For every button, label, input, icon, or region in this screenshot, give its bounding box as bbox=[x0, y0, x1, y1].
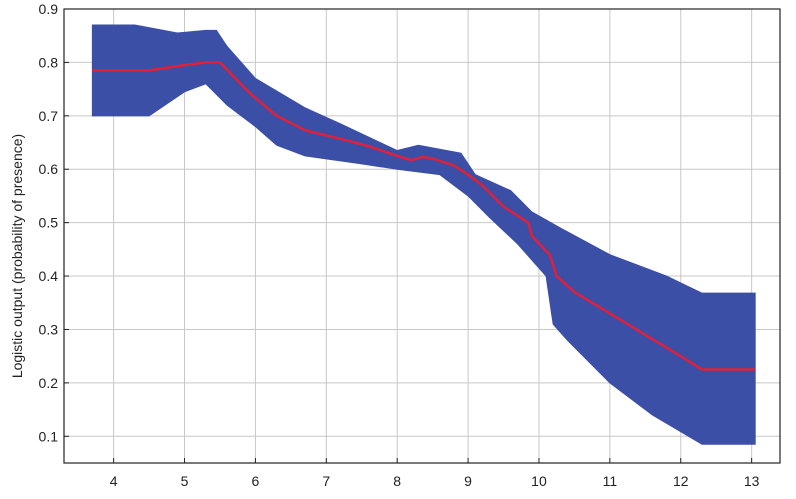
x-tick-label: 10 bbox=[531, 473, 547, 489]
plot-frame bbox=[63, 8, 781, 464]
x-tick-label: 8 bbox=[393, 473, 401, 489]
x-tick-label: 9 bbox=[464, 473, 472, 489]
y-tick-label: 0.3 bbox=[39, 321, 59, 337]
y-tick-label: 0.8 bbox=[39, 54, 59, 70]
mean-line bbox=[92, 61, 756, 371]
y-tick-label: 0.6 bbox=[39, 161, 59, 177]
y-tick-label: 0.9 bbox=[39, 1, 59, 17]
y-tick-label: 0.2 bbox=[39, 375, 59, 391]
x-tick-label: 6 bbox=[252, 473, 260, 489]
confidence-band-area bbox=[91, 24, 756, 445]
y-tick-label: 0.7 bbox=[39, 108, 59, 124]
y-axis-ticks: 0.1 0.2 0.3 0.4 0.5 0.6 0.7 0.8 0.9 bbox=[39, 1, 69, 444]
confidence-band bbox=[91, 24, 756, 445]
x-tick-label: 11 bbox=[603, 473, 618, 489]
x-axis-ticks: 4 5 6 7 8 9 10 11 12 13 bbox=[110, 458, 760, 489]
x-tick-label: 13 bbox=[744, 473, 760, 489]
x-tick-label: 5 bbox=[181, 473, 189, 489]
x-tick-label: 12 bbox=[673, 473, 689, 489]
y-tick-label: 0.5 bbox=[39, 215, 59, 231]
x-tick-label: 7 bbox=[322, 473, 330, 489]
plot-border bbox=[63, 8, 781, 464]
y-tick-label: 0.4 bbox=[39, 268, 59, 284]
y-tick-label: 0.1 bbox=[39, 428, 59, 444]
y-axis-label: Logistic output (probability of presence… bbox=[9, 134, 25, 378]
mean-response-line bbox=[92, 61, 756, 371]
x-tick-label: 4 bbox=[110, 473, 118, 489]
